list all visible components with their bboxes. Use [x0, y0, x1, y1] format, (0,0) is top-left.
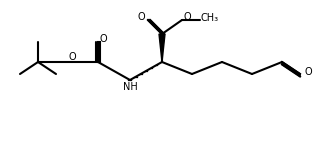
Text: O: O	[183, 12, 191, 22]
Text: O: O	[304, 67, 312, 77]
Text: O: O	[137, 12, 145, 22]
Text: O: O	[99, 34, 107, 44]
Polygon shape	[159, 34, 165, 62]
Text: NH: NH	[123, 82, 137, 92]
Text: CH₃: CH₃	[201, 13, 219, 23]
Text: O: O	[68, 52, 76, 62]
